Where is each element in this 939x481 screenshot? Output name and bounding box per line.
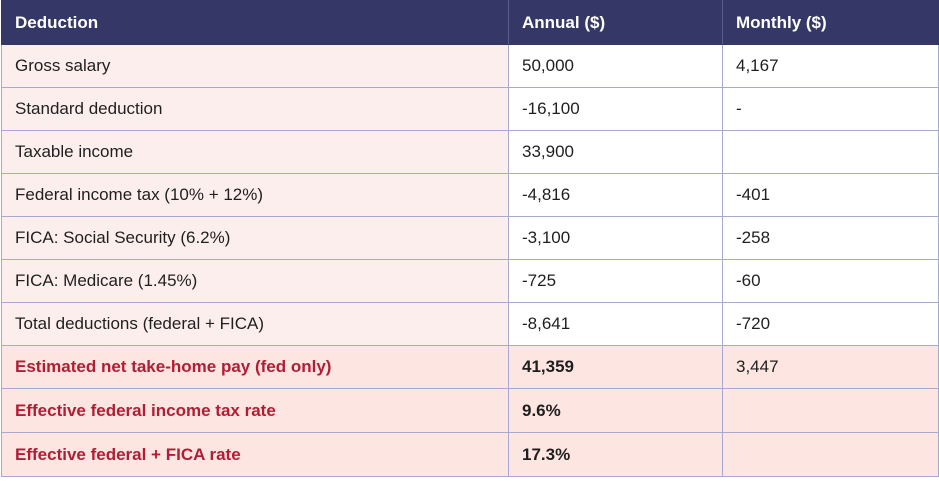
table-row-taxable-income: Taxable income 33,900 [1, 130, 939, 174]
table-row-effective-federal-fica-rate: Effective federal + FICA rate 17.3% [1, 432, 939, 477]
row-monthly [722, 130, 939, 174]
row-label: Federal income tax (10% + 12%) [1, 173, 509, 217]
row-label: FICA: Social Security (6.2%) [1, 216, 509, 260]
table-row-social-security: FICA: Social Security (6.2%) -3,100 -258 [1, 216, 939, 260]
table-row-gross-salary: Gross salary 50,000 4,167 [1, 44, 939, 88]
header-monthly: Monthly ($) [722, 0, 939, 45]
row-annual: -16,100 [508, 87, 723, 131]
row-annual: -3,100 [508, 216, 723, 260]
table-header-row: Deduction Annual ($) Monthly ($) [1, 0, 939, 45]
row-monthly [722, 388, 939, 433]
row-monthly: - [722, 87, 939, 131]
row-label: Standard deduction [1, 87, 509, 131]
row-monthly: -720 [722, 302, 939, 346]
row-monthly: -60 [722, 259, 939, 303]
row-label: Taxable income [1, 130, 509, 174]
row-annual: 33,900 [508, 130, 723, 174]
row-annual: 50,000 [508, 44, 723, 88]
row-annual: -725 [508, 259, 723, 303]
row-label: Total deductions (federal + FICA) [1, 302, 509, 346]
row-monthly [722, 432, 939, 477]
row-monthly: -258 [722, 216, 939, 260]
table-row-net-take-home: Estimated net take-home pay (fed only) 4… [1, 345, 939, 389]
table-row-standard-deduction: Standard deduction -16,100 - [1, 87, 939, 131]
row-annual: 9.6% [508, 388, 723, 433]
header-annual: Annual ($) [508, 0, 723, 45]
table-row-federal-income-tax: Federal income tax (10% + 12%) -4,816 -4… [1, 173, 939, 217]
row-label: Estimated net take-home pay (fed only) [1, 345, 509, 389]
row-label: Gross salary [1, 44, 509, 88]
row-label: Effective federal income tax rate [1, 388, 509, 433]
row-label: Effective federal + FICA rate [1, 432, 509, 477]
row-annual: -8,641 [508, 302, 723, 346]
table-row-medicare: FICA: Medicare (1.45%) -725 -60 [1, 259, 939, 303]
row-label: FICA: Medicare (1.45%) [1, 259, 509, 303]
table-row-effective-federal-rate: Effective federal income tax rate 9.6% [1, 388, 939, 433]
header-deduction: Deduction [1, 0, 509, 45]
row-monthly: 4,167 [722, 44, 939, 88]
row-annual: 17.3% [508, 432, 723, 477]
row-monthly: 3,447 [722, 345, 939, 389]
row-annual: -4,816 [508, 173, 723, 217]
row-monthly: -401 [722, 173, 939, 217]
row-annual: 41,359 [508, 345, 723, 389]
table-row-total-deductions: Total deductions (federal + FICA) -8,641… [1, 302, 939, 346]
